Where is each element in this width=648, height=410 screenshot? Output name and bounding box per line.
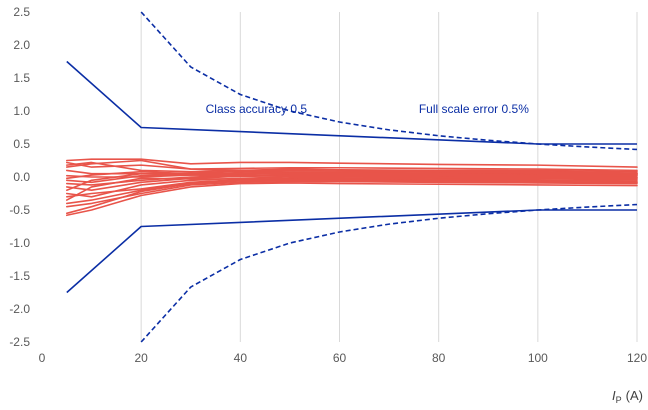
x-axis-title-symbol: I	[612, 388, 616, 403]
y-tick-label: 1.5	[13, 71, 30, 85]
y-tick-label: -1.5	[9, 269, 30, 283]
y-tick-label: 2.0	[13, 38, 30, 52]
x-axis-title-unit: (A)	[626, 388, 643, 403]
x-tick-label: 60	[333, 351, 347, 365]
y-tick-label: 0.0	[13, 170, 30, 184]
x-tick-label: 0	[39, 351, 46, 365]
y-tick-label: -2.0	[9, 302, 30, 316]
x-tick-label: 20	[134, 351, 148, 365]
y-tick-label: 0.5	[13, 137, 30, 151]
annotation-full-scale-error: Full scale error 0.5%	[419, 102, 529, 116]
x-axis-tick-labels: 0 20 40 60 80 100 120	[39, 351, 648, 365]
measurement-series-line-18	[65, 159, 638, 175]
full-scale-limit-line-3	[140, 11, 638, 151]
annotations: Class accuracy 0.5 Full scale error 0.5%	[206, 102, 530, 116]
measurement-series-line-1	[65, 158, 638, 168]
x-axis-title-subscript: P	[616, 395, 622, 405]
class-accuracy-limit-line-1	[66, 60, 637, 145]
limit-series-group	[66, 11, 638, 343]
measurement-series-line-16	[65, 178, 638, 215]
full-scale-limit-line-4	[140, 203, 638, 343]
annotation-class-accuracy: Class accuracy 0.5	[206, 102, 308, 116]
measurement-series-line-17	[65, 182, 638, 217]
x-tick-label: 120	[627, 351, 647, 365]
y-tick-label: -2.5	[9, 335, 30, 349]
y-axis-tick-labels: 2.5 2.0 1.5 1.0 0.5 0.0 -0.5 -1.0 -1.5 -2.0 -2.5	[9, 5, 30, 349]
x-tick-label: 100	[528, 351, 548, 365]
y-tick-label: -1.0	[9, 236, 30, 250]
x-tick-label: 40	[234, 351, 248, 365]
class-accuracy-limit-line-2	[66, 209, 637, 294]
measurement-series-line-13	[65, 177, 638, 201]
y-tick-label: -0.5	[9, 203, 30, 217]
y-tick-label: 2.5	[13, 5, 30, 19]
x-axis-title: IP (A)	[612, 388, 643, 405]
measurement-series-group	[65, 158, 638, 217]
y-tick-label: 1.0	[13, 104, 30, 118]
x-tick-label: 80	[432, 351, 446, 365]
